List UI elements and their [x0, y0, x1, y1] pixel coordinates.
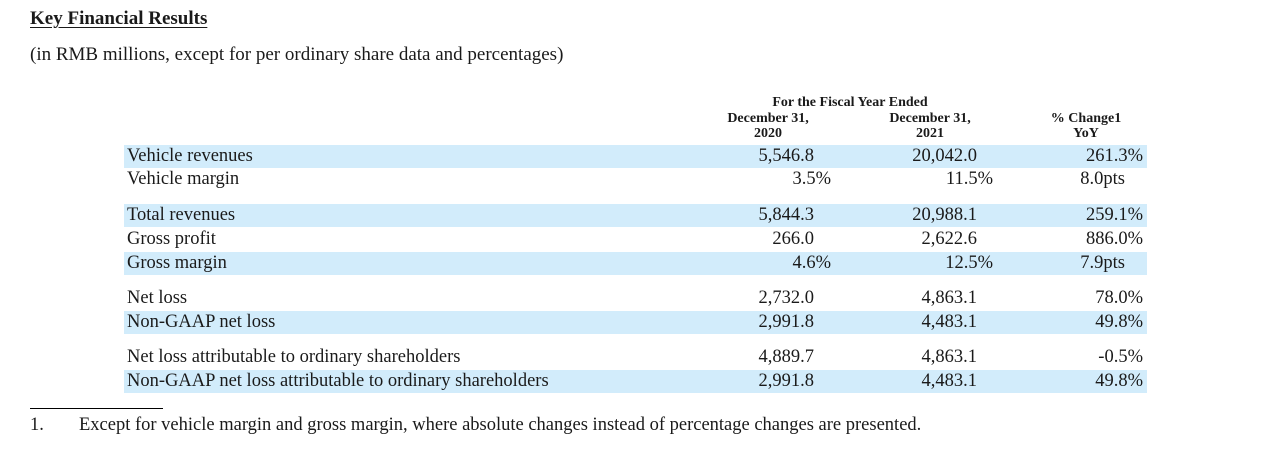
table-row-gross-margin: Gross margin 4.6% 12.5% 7.9pts: [124, 252, 1147, 275]
table-row-non-gaap-net-loss: Non-GAAP net loss 2,991.8 4,483.1 49.8%: [124, 311, 1147, 334]
header-col-2020: December 31, 2020: [727, 111, 809, 141]
footnote-divider: [30, 408, 163, 409]
table-row-net-loss-attributable: Net loss attributable to ordinary shareh…: [124, 346, 1147, 369]
value-2021: 20,988.1: [912, 205, 977, 225]
header-fiscal-year: For the Fiscal Year Ended: [772, 95, 928, 110]
report-title: Key Financial Results: [30, 8, 208, 29]
footnote-text: Except for vehicle margin and gross marg…: [79, 415, 922, 435]
value-2020: 266.0: [772, 229, 814, 249]
value-2021: 4,863.1: [921, 347, 978, 367]
value-change: 886.0%: [1085, 229, 1143, 249]
value-2020: 3.5%: [792, 169, 831, 189]
table-row-vehicle-revenues: Vehicle revenues 5,546.8 20,042.0 261.3%: [124, 145, 1147, 168]
value-change: 259.1%: [1085, 205, 1143, 225]
row-label: Gross margin: [127, 253, 227, 273]
row-label: Net loss: [127, 288, 188, 308]
value-change: 49.8%: [1095, 312, 1143, 332]
value-change: 7.9pts: [1080, 253, 1125, 273]
footnote-number: 1.: [30, 415, 44, 435]
row-label: Non-GAAP net loss attributable to ordina…: [127, 371, 549, 391]
row-label: Gross profit: [127, 229, 216, 249]
row-label: Non-GAAP net loss: [127, 312, 276, 332]
value-change: 78.0%: [1095, 288, 1143, 308]
table-row-non-gaap-net-loss-attributable: Non-GAAP net loss attributable to ordina…: [124, 370, 1147, 393]
value-2021: 20,042.0: [912, 146, 977, 166]
value-2020: 5,546.8: [758, 146, 815, 166]
value-2021: 4,863.1: [921, 288, 978, 308]
value-2020: 4.6%: [792, 253, 831, 273]
row-label: Vehicle margin: [127, 169, 240, 189]
table-row-vehicle-margin: Vehicle margin 3.5% 11.5% 8.0pts: [124, 168, 1147, 191]
value-2021: 12.5%: [945, 253, 993, 273]
value-2020: 5,844.3: [758, 205, 815, 225]
table-row-total-revenues: Total revenues 5,844.3 20,988.1 259.1%: [124, 204, 1147, 227]
value-2020: 2,732.0: [758, 288, 815, 308]
header-col-change: % Change1 YoY: [1050, 111, 1122, 141]
value-2020: 2,991.8: [758, 312, 815, 332]
report-subtitle: (in RMB millions, except for per ordinar…: [30, 44, 564, 65]
value-2021: 4,483.1: [921, 371, 978, 391]
value-change: 8.0pts: [1080, 169, 1125, 189]
value-2021: 11.5%: [945, 169, 993, 189]
value-2021: 4,483.1: [921, 312, 978, 332]
value-change: 49.8%: [1095, 371, 1143, 391]
table-row-gross-profit: Gross profit 266.0 2,622.6 886.0%: [124, 228, 1147, 251]
row-label: Vehicle revenues: [127, 146, 253, 166]
value-2020: 2,991.8: [758, 371, 815, 391]
header-col-2021: December 31, 2021: [889, 111, 971, 141]
value-change: -0.5%: [1098, 347, 1143, 367]
value-change: 261.3%: [1085, 146, 1143, 166]
value-2021: 2,622.6: [921, 229, 978, 249]
table-row-net-loss: Net loss 2,732.0 4,863.1 78.0%: [124, 287, 1147, 310]
row-label: Total revenues: [127, 205, 236, 225]
value-2020: 4,889.7: [758, 347, 815, 367]
row-label: Net loss attributable to ordinary shareh…: [127, 347, 461, 367]
